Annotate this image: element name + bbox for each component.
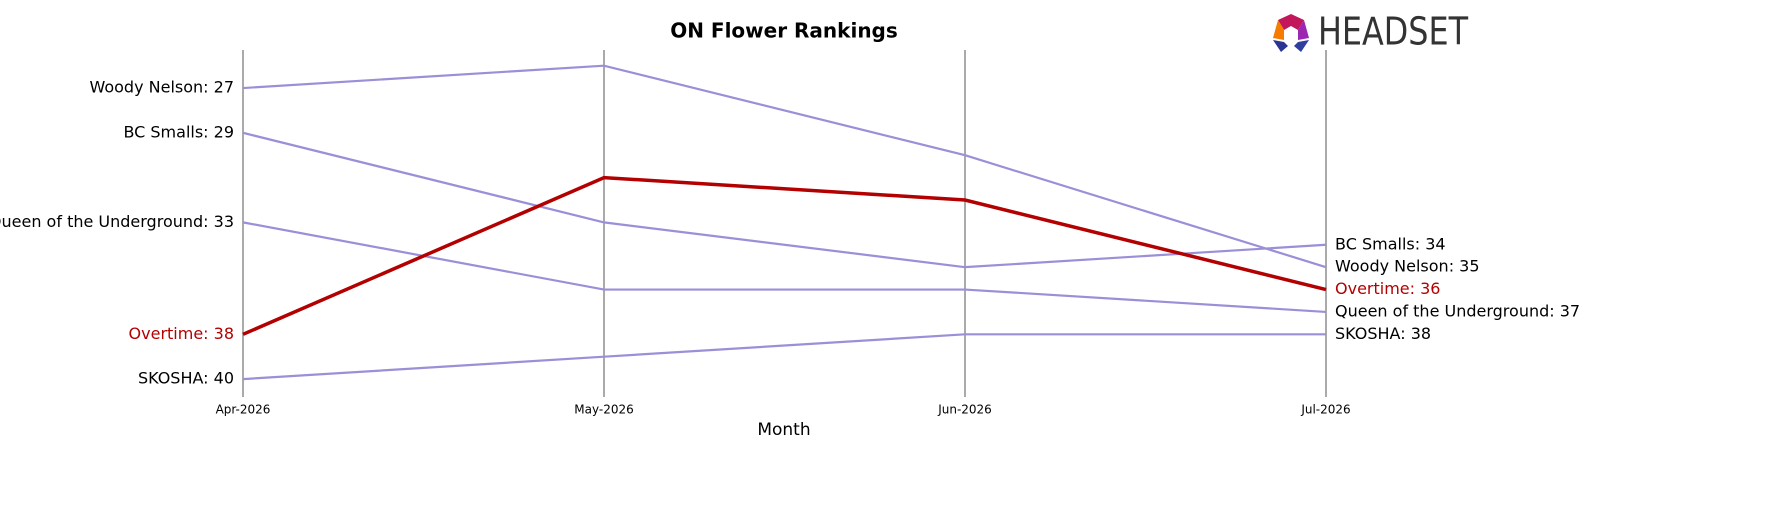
logo-text: HEADSET (1318, 10, 1468, 54)
logo: HEADSET (1273, 10, 1468, 54)
rank-label: Woody Nelson: 27 (89, 78, 234, 97)
rank-label: SKOSHA: 40 (138, 369, 234, 388)
rank-label: SKOSHA: 38 (1335, 324, 1431, 343)
x-tick-label: Jun-2026 (937, 403, 992, 417)
x-tick-label: Apr-2026 (216, 403, 271, 417)
logo-mark (1298, 20, 1309, 40)
rank-label: Woody Nelson: 35 (1335, 257, 1480, 276)
logo-mark (1278, 14, 1304, 30)
logo-mark (1273, 20, 1284, 40)
x-axis-label: Month (757, 420, 810, 440)
rank-label: Queen of the Underground: 33 (0, 212, 234, 231)
rank-line (242, 175, 1327, 336)
x-tick-label: May-2026 (574, 403, 633, 417)
rank-label: BC Smalls: 34 (1335, 234, 1446, 253)
rank-label: BC Smalls: 29 (123, 122, 234, 141)
rank-label: Overtime: 38 (129, 324, 234, 343)
rank-label: Queen of the Underground: 37 (1335, 301, 1580, 320)
rank-line (242, 221, 1327, 314)
chart-title: ON Flower Rankings (670, 19, 898, 43)
rank-line (242, 333, 1326, 381)
logo-mark (1294, 40, 1309, 52)
rank-label: Overtime: 36 (1335, 279, 1440, 298)
rank-line (242, 131, 1327, 269)
rank-line (242, 64, 1327, 269)
x-tick-label: Jul-2026 (1300, 403, 1350, 417)
logo-mark (1273, 40, 1288, 52)
